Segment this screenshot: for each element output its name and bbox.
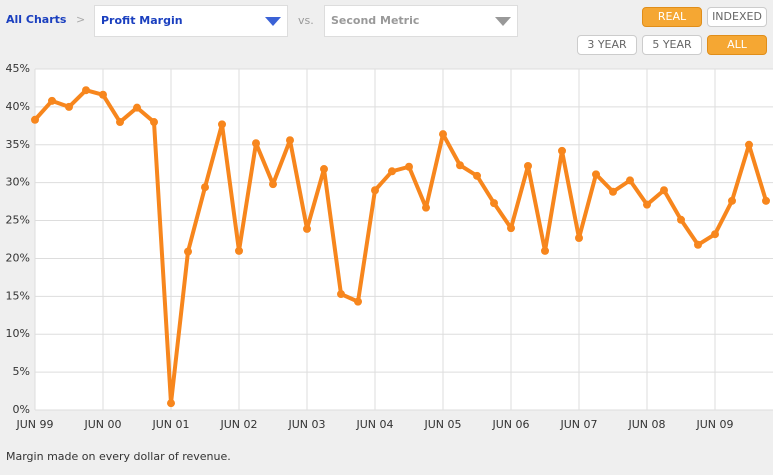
- y-tick-label: 25%: [6, 214, 30, 227]
- point: [728, 196, 736, 205]
- point: [677, 215, 685, 224]
- point: [82, 86, 90, 95]
- point: [337, 290, 345, 299]
- chart: 0% 5% 10% 15% 20% 25% 30% 35% 40% 45% JUN 99 JUN 00…: [6, 62, 773, 431]
- x-tick-label: JUN 99: [15, 418, 53, 431]
- x-tick-label: JUN 03: [287, 418, 325, 431]
- point: [252, 139, 260, 148]
- point: [371, 186, 379, 195]
- point: [150, 118, 158, 127]
- point: [65, 102, 73, 111]
- point: [167, 399, 175, 408]
- plot-area: [35, 69, 773, 410]
- point: [592, 170, 600, 179]
- point: [711, 230, 719, 239]
- point: [507, 224, 515, 233]
- point: [558, 146, 566, 155]
- point: [354, 297, 362, 306]
- point: [269, 180, 277, 189]
- metric: Profit Margin: [101, 14, 183, 27]
- second-metric: Second Metric: [331, 14, 420, 27]
- metric-dropdown[interactable]: Profit Margin: [94, 5, 288, 37]
- point: [660, 186, 668, 195]
- breadcrumb[interactable]: All Charts: [6, 13, 67, 26]
- dropdown-arrow: [495, 17, 511, 26]
- point: [31, 115, 39, 124]
- point: [320, 165, 328, 174]
- indexed-button[interactable]: INDEXED: [707, 7, 767, 27]
- point: [439, 130, 447, 139]
- y-tick-label: 10%: [6, 327, 30, 340]
- y-tick-label: 40%: [6, 100, 30, 113]
- point: [388, 167, 396, 176]
- point: [524, 161, 532, 170]
- point: [201, 183, 209, 192]
- point: [422, 203, 430, 212]
- line: [33, 88, 768, 406]
- point: [405, 162, 413, 171]
- dropdown-arrow: [265, 17, 281, 26]
- point: [218, 120, 226, 129]
- point: [116, 118, 124, 127]
- point: [541, 246, 549, 255]
- point: [626, 176, 634, 185]
- point: [575, 233, 583, 242]
- x-tick-label: JUN 00: [83, 418, 121, 431]
- y-tick-label: 5%: [13, 365, 30, 378]
- point: [694, 240, 702, 249]
- x-tick-label: JUN 08: [627, 418, 665, 431]
- footer: Margin made on every dollar of revenue.: [6, 450, 231, 463]
- x-tick-label: JUN 07: [559, 418, 597, 431]
- point: [184, 247, 192, 256]
- real-button[interactable]: REAL: [642, 7, 702, 27]
- point: [99, 90, 107, 99]
- y-tick-label: 45%: [6, 62, 30, 75]
- point: [609, 187, 617, 196]
- 5-year-button[interactable]: 5 YEAR: [642, 35, 702, 55]
- x-tick-label: JUN 04: [355, 418, 393, 431]
- x-tick-label: JUN 02: [219, 418, 257, 431]
- y-tick-label: 35%: [6, 138, 30, 151]
- point: [745, 140, 753, 149]
- point: [490, 199, 498, 208]
- point: [303, 224, 311, 233]
- separator: >: [76, 13, 86, 26]
- all-button[interactable]: ALL: [707, 35, 767, 55]
- point: [286, 136, 294, 145]
- vs: vs.: [298, 14, 314, 27]
- point: [456, 161, 464, 170]
- y-tick-label: 20%: [6, 251, 30, 264]
- point: [643, 200, 651, 209]
- y-tick-label: 30%: [6, 176, 30, 189]
- point: [133, 103, 141, 112]
- 3-year-button[interactable]: 3 YEAR: [577, 35, 637, 55]
- point: [48, 96, 56, 105]
- y-tick-label: 15%: [6, 289, 30, 302]
- point: [762, 196, 770, 205]
- y-tick-label: 0%: [13, 403, 30, 416]
- x-tick-label: JUN 01: [151, 418, 189, 431]
- point: [235, 246, 243, 255]
- x-tick-label: JUN 09: [695, 418, 733, 431]
- x-tick-label: JUN 06: [491, 418, 529, 431]
- point: [473, 171, 481, 180]
- x-tick-label: JUN 05: [423, 418, 461, 431]
- second-metric-dropdown[interactable]: Second Metric: [324, 5, 518, 37]
